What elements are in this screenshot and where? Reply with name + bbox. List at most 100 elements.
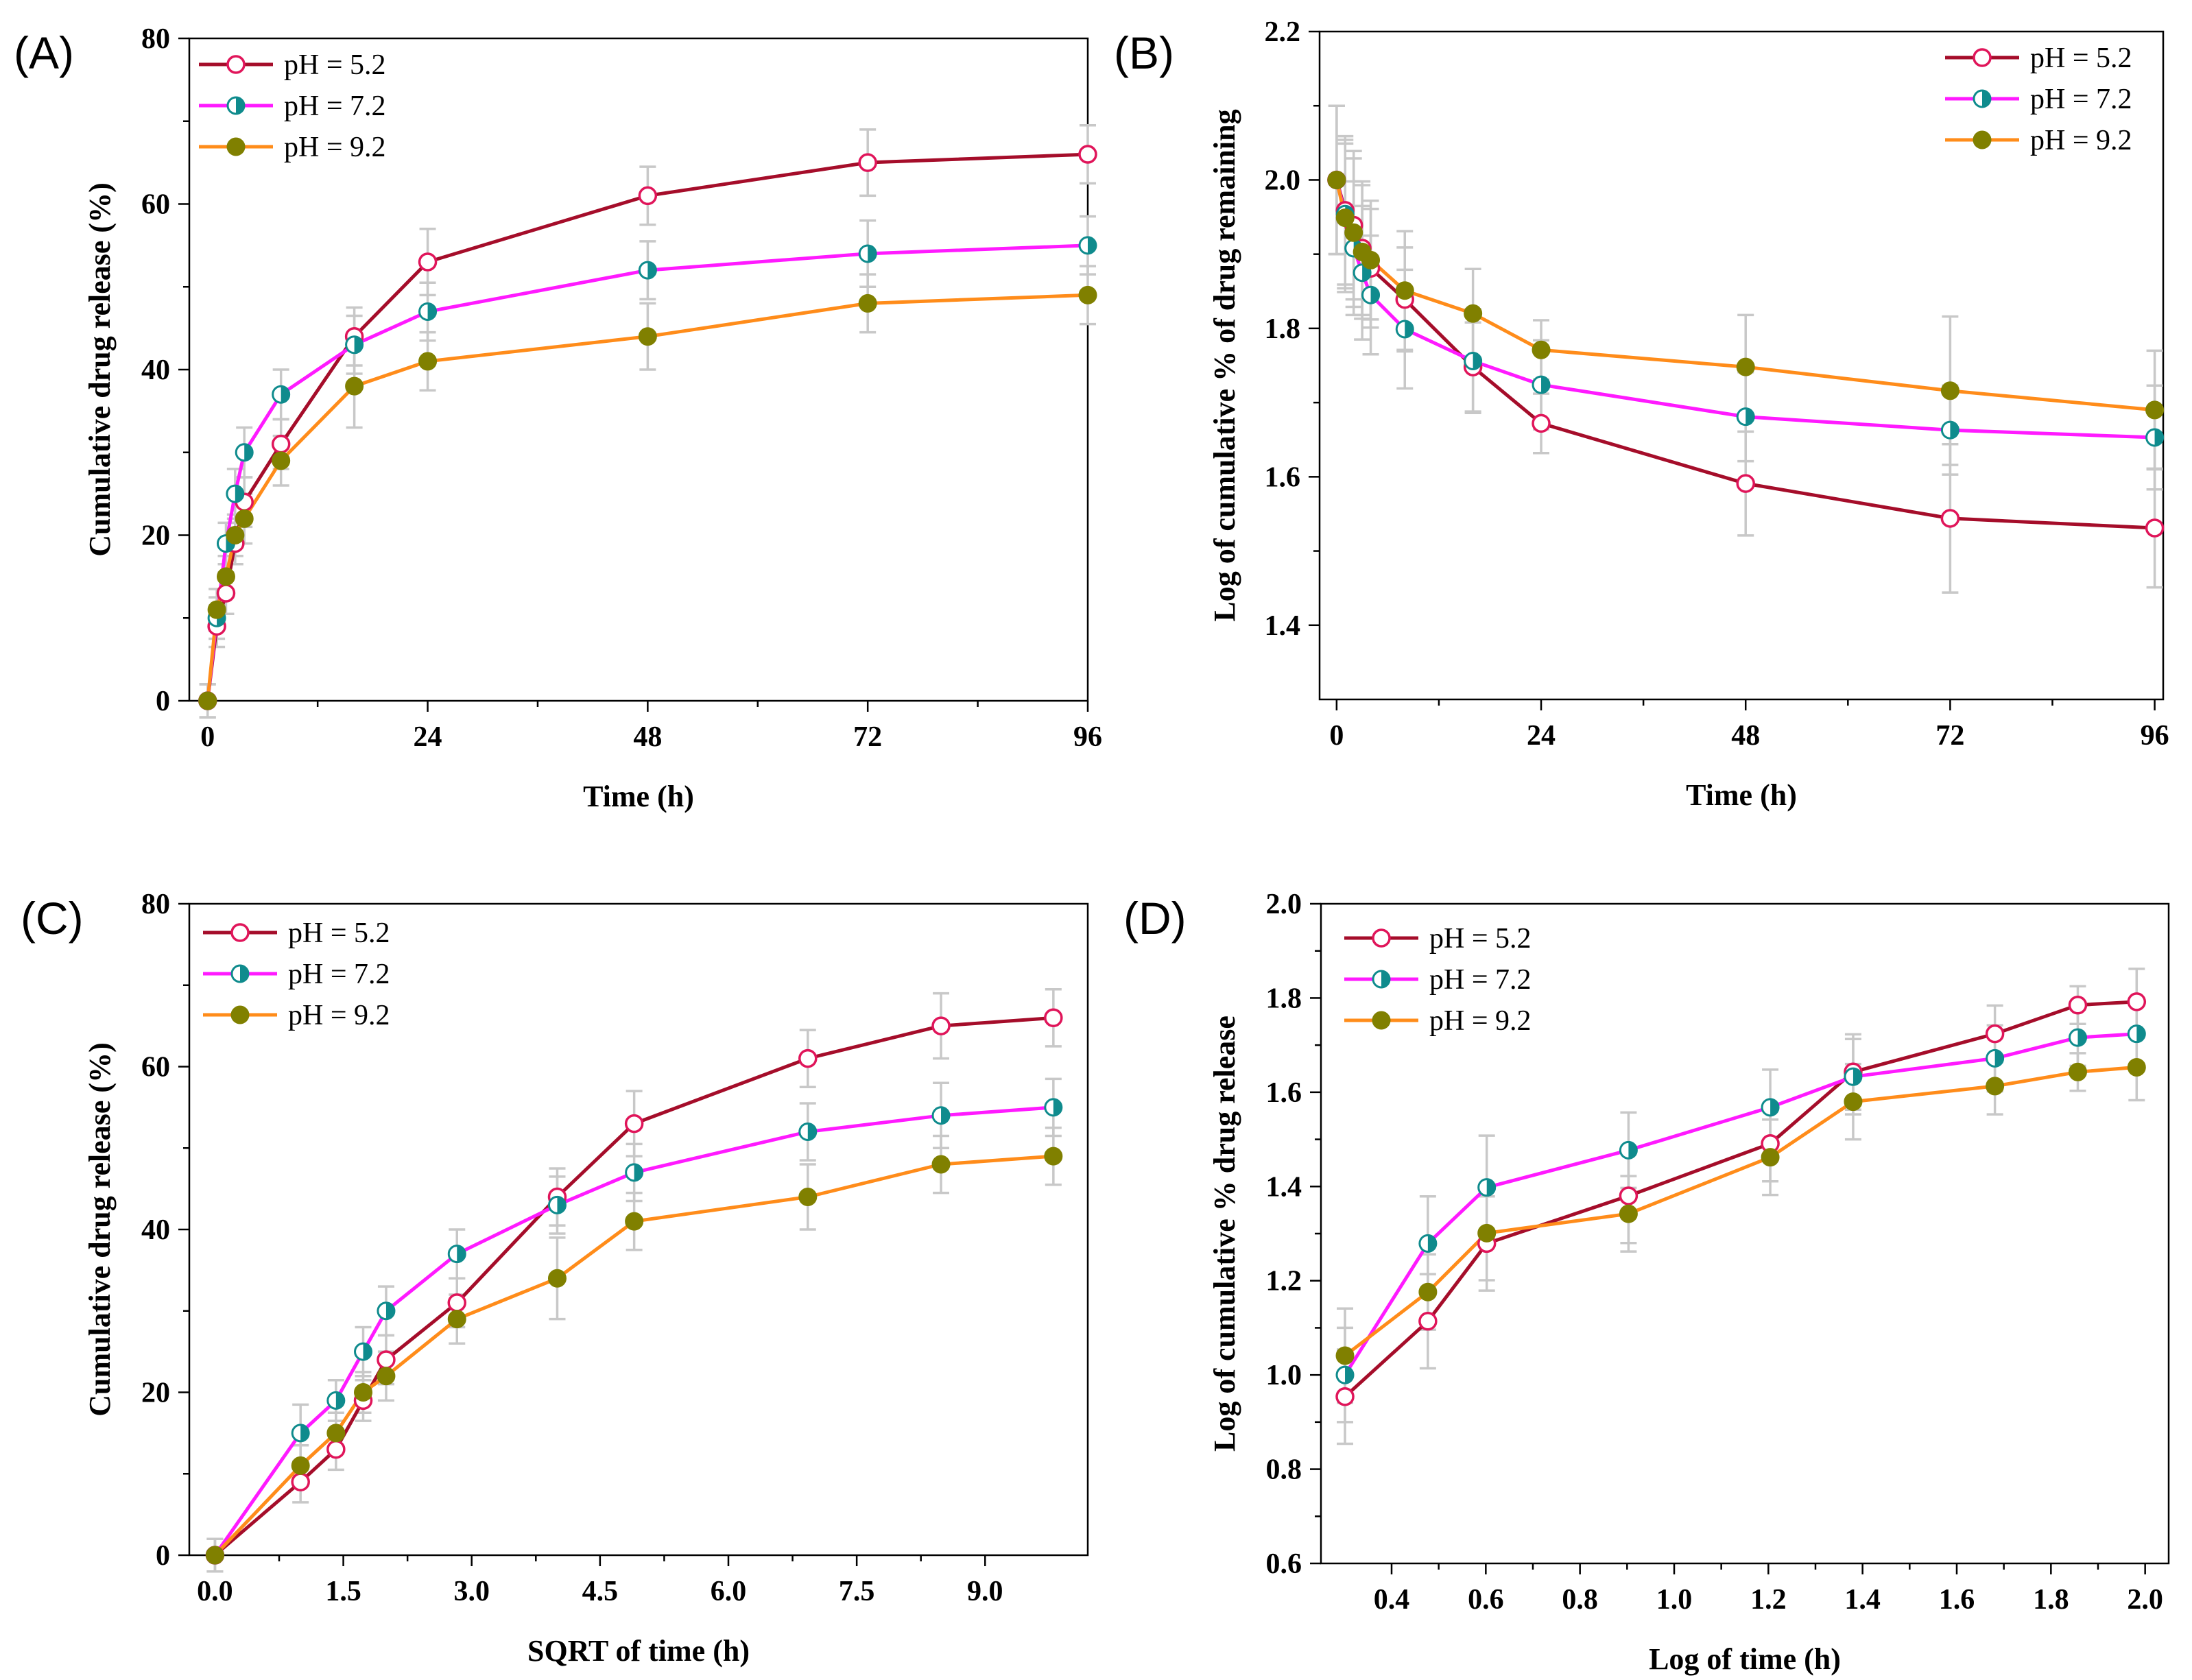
panel-d-point-s2: [1335, 1365, 1355, 1384]
panel-c-point-s3: [447, 1310, 466, 1329]
panel-a-point-s1: [216, 584, 236, 603]
panel-c-point-s1: [377, 1350, 396, 1369]
panel-b-point-s3: [1335, 208, 1355, 228]
panel-b-legend-item-1: pH = 5.2: [1945, 43, 2132, 74]
panel-b-xtick-label: 24: [1527, 720, 1556, 752]
panel-d-legend-item-1: pH = 5.2: [1344, 923, 1532, 955]
panel-b-point-s2: [1532, 375, 1551, 394]
panel-d-ytick-label: 1.0: [1266, 1360, 1302, 1391]
panel-b-y-title: Log of cumulative % of drug remaining: [1208, 109, 1241, 621]
panel-d-point-s3: [2068, 1062, 2087, 1081]
panel-c-xtick-label: 4.5: [582, 1576, 619, 1607]
panel-c-ytick-label: 80: [141, 889, 170, 920]
panel-c-y-title: Cumulative drug release (%): [83, 1042, 117, 1416]
panel-d-x-title: Log of time (h): [1649, 1642, 1841, 1676]
panel-c-point-s2: [354, 1342, 373, 1361]
panel-b-legend-label: pH = 5.2: [2030, 43, 2132, 74]
panel-d-ytick-label: 1.4: [1266, 1171, 1302, 1203]
panel-d-y-title: Log of cumulative % drug release: [1208, 1016, 1241, 1452]
panel-c-point-s1: [931, 1016, 951, 1035]
panel-b-point-s2: [1464, 352, 1483, 371]
panel-d-point-s1: [2127, 992, 2147, 1011]
panel-d-ytick-label: 1.2: [1266, 1266, 1302, 1297]
panel-a-point-s2: [226, 484, 245, 503]
panel-b-frame: [1318, 30, 2165, 701]
panel-b-point-s3: [1736, 357, 1755, 376]
panel-d-ytick-label: 0.6: [1266, 1548, 1302, 1580]
panel-a-label: (A): [14, 27, 74, 78]
panel-c-xtick-label: 9.0: [967, 1576, 1003, 1607]
panel-a-point-s3: [418, 352, 438, 371]
panel-b-legend-item-2: pH = 7.2: [1945, 84, 2132, 115]
panel-a-point-s3: [1078, 285, 1097, 304]
panel-a-xtick-label: 48: [633, 721, 662, 753]
panel-a-legend-label: pH = 9.2: [284, 132, 386, 163]
panel-c: (C) SQRT of time (h) Cumulative drug rel…: [21, 889, 1089, 1668]
panel-c-point-s3: [625, 1212, 644, 1231]
panel-c-ytick-label: 0: [156, 1540, 170, 1572]
panel-d-point-s3: [1844, 1092, 1863, 1112]
panel-c-xtick-label: 7.5: [839, 1576, 875, 1607]
panel-d-point-s3: [1761, 1148, 1780, 1167]
panel-a-legend-item-2: pH = 7.2: [199, 91, 386, 122]
panel-c-series-points: [205, 1008, 1063, 1565]
panel-b-point-s3: [1532, 340, 1551, 359]
panel-b-point-s3: [1395, 281, 1414, 300]
panel-d-point-s3: [2127, 1057, 2146, 1077]
panel-a-legend-item-1: pH = 5.2: [199, 49, 386, 81]
panel-d-point-s2: [1761, 1098, 1780, 1117]
panel-b-point-s3: [1344, 223, 1363, 242]
panel-c-ytick-label: 20: [141, 1378, 170, 1409]
panel-c-point-s1: [291, 1472, 310, 1491]
panel-c-legend-item-1: pH = 5.2: [203, 917, 390, 949]
panel-a-point-s3: [272, 451, 291, 470]
panel-c-point-s1: [1044, 1008, 1063, 1027]
panel-a-series-points: [198, 145, 1097, 710]
panel-b-point-s3: [1327, 170, 1346, 189]
panel-d-label: (D): [1123, 893, 1187, 944]
panel-b-ytick-label: 1.6: [1265, 461, 1301, 493]
panel-b-point-s3: [1361, 250, 1381, 269]
panel-c-ytick-label: 60: [141, 1052, 170, 1083]
panel-b-legend-marker: [1973, 89, 1992, 108]
panel-d-point-s1: [2068, 995, 2088, 1015]
panel-c-point-s2: [931, 1106, 951, 1125]
panel-c-point-s3: [931, 1155, 951, 1174]
panel-b-x-title: Time (h): [1686, 778, 1797, 812]
panel-b-xtick-label: 96: [2141, 720, 2169, 752]
panel-c-point-s3: [354, 1383, 373, 1402]
panel-b-point-s2: [1940, 420, 1959, 440]
panel-d-point-s3: [1986, 1077, 2005, 1096]
panel-d-point-s2: [1418, 1234, 1438, 1253]
panel-d-legend-item-2: pH = 7.2: [1344, 964, 1532, 996]
panel-c-point-s3: [798, 1188, 818, 1206]
panel-d-point-s2: [1844, 1067, 1863, 1086]
panel-c-legend-marker: [230, 923, 250, 942]
panel-a-point-s1: [858, 153, 877, 172]
panel-c-x-title: SQRT of time (h): [527, 1634, 750, 1668]
panel-d-ytick-label: 0.8: [1266, 1454, 1302, 1486]
panel-d-ticks: 0.4 0.6 0.8 1.0 1.2 1.4 1.6 1.8 2.0 0.6 0.8 1.0 1.2 1…: [1266, 889, 2163, 1616]
panel-a-ytick-label: 80: [141, 23, 170, 55]
panel-a-point-s1: [1078, 145, 1097, 164]
panel-b-ytick-label: 1.8: [1265, 313, 1301, 345]
panel-b-point-s2: [2145, 428, 2165, 447]
panel-a-point-s2: [858, 244, 877, 263]
panel-a-legend-marker: [226, 137, 246, 156]
panel-b-xtick-label: 48: [1731, 720, 1760, 752]
panel-a-point-s1: [418, 252, 438, 272]
panel-b-ticks: 0 24 48 72 96 1.4 1.6 1.8 2.0 2.2: [1265, 16, 2169, 752]
panel-a-point-s3: [198, 691, 217, 710]
panel-a: (A) Time (h) Cumulative drug release (%)…: [14, 23, 1102, 813]
panel-c-legend-marker: [230, 1005, 250, 1024]
panel-d-legend-marker: [1372, 928, 1391, 948]
panel-d-xtick-label: 1.2: [1750, 1584, 1787, 1616]
panel-a-x-title: Time (h): [583, 780, 694, 813]
panel-c-point-s2: [625, 1163, 644, 1182]
panel-d: (D) Log of time (h) Log of cumulative % …: [1123, 889, 2170, 1676]
panel-d-xtick-label: 1.0: [1656, 1584, 1693, 1616]
panel-a-ytick-label: 0: [156, 686, 170, 717]
panel-c-xtick-label: 6.0: [711, 1576, 747, 1607]
panel-c-xtick-label: 1.5: [325, 1576, 361, 1607]
